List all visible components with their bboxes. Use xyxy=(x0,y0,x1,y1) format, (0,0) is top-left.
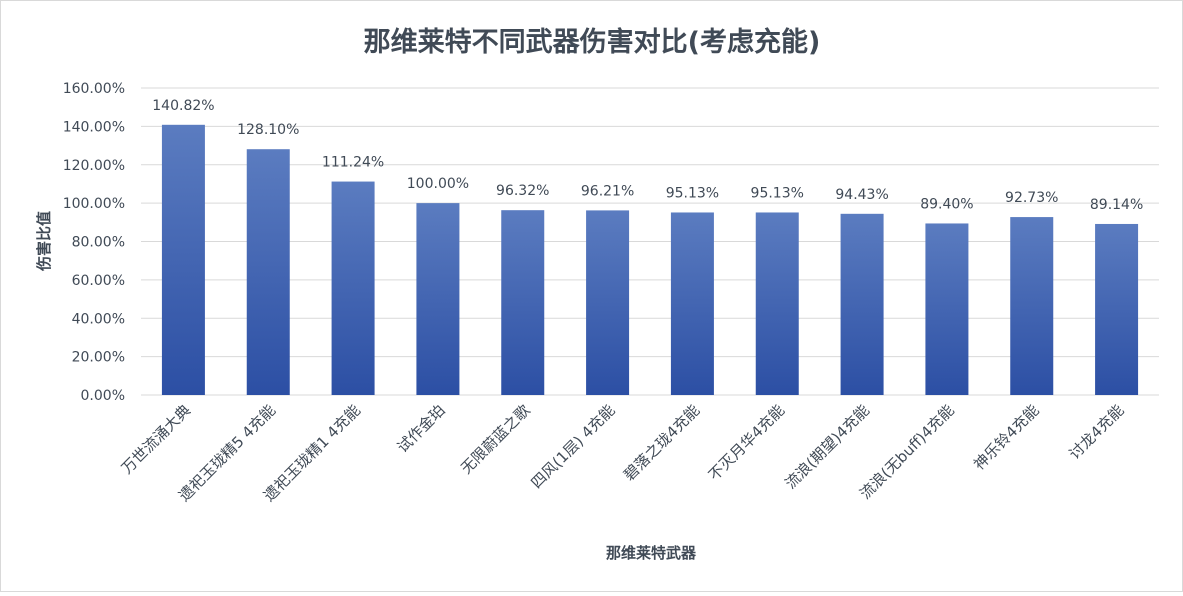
y-axis-ticks: 0.00% 20.00% 40.00% 60.00% 80.00% 100.00% 120.… xyxy=(63,81,125,404)
data-label: 111.24% xyxy=(322,155,384,171)
data-label: 89.14% xyxy=(1090,197,1143,213)
bar xyxy=(840,213,884,395)
x-category-label: 流浪(期望)4充能 xyxy=(782,401,873,492)
data-label: 95.13% xyxy=(751,185,804,201)
bar xyxy=(416,203,460,395)
x-category-label: 试作金珀 xyxy=(394,401,449,456)
chart-title: 那维莱特不同武器伤害对比(考虑充能) xyxy=(364,26,821,58)
x-category-label: 无限蔚蓝之歌 xyxy=(457,401,533,477)
y-tick-label: 0.00% xyxy=(81,388,125,404)
data-label: 89.40% xyxy=(920,196,973,212)
x-category-label: 不灭月华4充能 xyxy=(705,401,788,484)
x-category-label: 四风(1层) 4充能 xyxy=(528,401,619,492)
bar xyxy=(501,210,545,395)
data-label: 96.32% xyxy=(496,183,549,199)
data-label: 128.10% xyxy=(237,122,299,138)
bar xyxy=(925,223,969,395)
gridlines xyxy=(141,87,1159,396)
bars xyxy=(161,124,1139,395)
x-axis-title: 那维莱特武器 xyxy=(606,544,697,562)
data-label: 95.13% xyxy=(666,185,719,201)
y-tick-label: 60.00% xyxy=(72,273,125,289)
x-category-label: 万世流涌大典 xyxy=(118,401,194,477)
y-tick-label: 160.00% xyxy=(63,81,125,97)
x-category-label: 神乐铃4充能 xyxy=(970,401,1043,474)
y-axis-title: 伤害比值 xyxy=(35,211,53,272)
bar xyxy=(1010,217,1054,395)
y-tick-label: 140.00% xyxy=(63,119,125,135)
bar xyxy=(161,124,205,395)
data-label: 94.43% xyxy=(835,187,888,203)
data-label: 96.21% xyxy=(581,183,634,199)
y-tick-label: 40.00% xyxy=(72,311,125,327)
bar xyxy=(331,181,375,395)
x-category-label: 流浪(无buff)4充能 xyxy=(856,401,958,503)
data-label: 100.00% xyxy=(407,176,469,192)
x-category-label: 讨龙4充能 xyxy=(1066,401,1128,463)
x-category-label: 碧落之珑4充能 xyxy=(620,401,703,484)
y-tick-label: 80.00% xyxy=(72,235,125,251)
data-label: 92.73% xyxy=(1005,190,1058,206)
y-tick-label: 120.00% xyxy=(63,158,125,174)
bar xyxy=(246,149,290,395)
data-label: 140.82% xyxy=(152,98,214,114)
bar xyxy=(586,210,630,395)
bar xyxy=(1095,223,1139,395)
data-labels: 140.82% 128.10% 111.24% 100.00% 96.32% 96.21%… xyxy=(152,98,1143,213)
bar xyxy=(670,212,714,395)
y-tick-label: 20.00% xyxy=(72,350,125,366)
y-tick-label: 100.00% xyxy=(63,196,125,212)
bar xyxy=(755,212,799,395)
